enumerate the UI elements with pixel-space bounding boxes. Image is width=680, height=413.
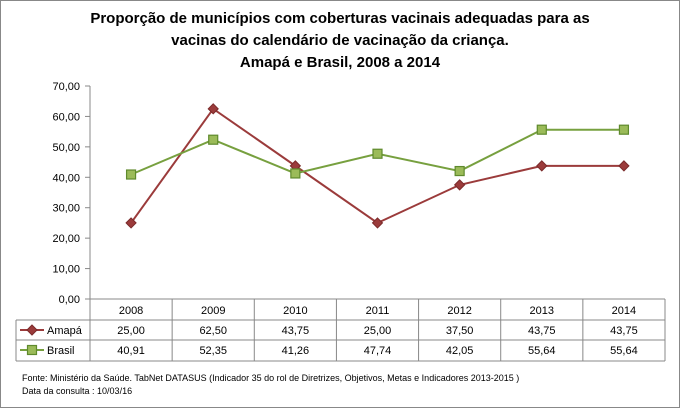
y-tick-label: 40,00 [52,172,80,184]
x-category-label: 2009 [201,305,225,317]
table-cell-value: 41,26 [282,345,310,357]
x-category-label: 2012 [447,305,471,317]
legend-label: Brasil [47,345,75,357]
table-cell-value: 43,75 [610,325,638,337]
x-category-label: 2013 [530,305,554,317]
amapa-marker [371,217,384,229]
amapa-marker [207,103,219,115]
amapa-marker [26,324,38,336]
brasil-marker [26,344,38,356]
brasil-marker [290,168,301,179]
brasil-marker [208,134,219,145]
table-cell-value: 25,00 [117,325,145,337]
y-tick-label: 10,00 [52,264,80,276]
chart-title-line-2: vacinas do calendário de vacinação da cr… [171,32,509,49]
y-tick-label: 50,00 [52,142,80,154]
consult-date: Data da consulta : 10/03/16 [22,386,132,396]
chart-title-line-1: Proporção de municípios com coberturas v… [90,10,589,27]
y-tick-label: 20,00 [52,233,80,245]
chart-title-line-3: Amapá e Brasil, 2008 a 2014 [240,54,441,71]
source-note: Fonte: Ministério da Saúde. TabNet DATAS… [22,373,519,383]
brasil-marker [618,124,630,135]
amapa-marker [453,179,466,191]
x-category-label: 2014 [612,305,636,317]
table-cell-value: 52,35 [199,345,227,357]
legend-entry-amapa: Amapá [20,324,83,337]
table-cell-value: 37,50 [446,325,474,337]
table-cell-value: 40,91 [117,345,145,357]
x-category-label: 2011 [366,305,390,317]
table-cell-value: 25,00 [364,325,392,337]
table-cell-value: 43,75 [528,325,556,337]
table-cell-value: 43,75 [282,325,310,337]
amapa-marker [618,160,630,172]
table-cell-value: 42,05 [446,345,474,357]
table-cell-value: 55,64 [610,345,638,357]
legend-entry-brasil: Brasil [20,344,75,357]
brasil-marker [372,148,383,159]
brasil-marker [454,165,465,177]
amapa-marker [536,160,548,172]
x-category-label: 2010 [283,305,307,317]
y-tick-label: 70,00 [52,81,80,93]
amapa-marker [125,217,137,229]
legend-label: Amapá [47,325,83,337]
table-cell-value: 47,74 [364,345,392,357]
y-tick-label: 60,00 [52,111,80,123]
table-cell-value: 62,50 [199,325,227,337]
table-cell-value: 55,64 [528,345,556,357]
y-tick-label: 0,00 [59,294,80,306]
x-category-label: 2008 [119,305,143,317]
y-tick-label: 30,00 [52,203,80,215]
brasil-marker [536,124,547,135]
brasil-marker [125,169,137,180]
